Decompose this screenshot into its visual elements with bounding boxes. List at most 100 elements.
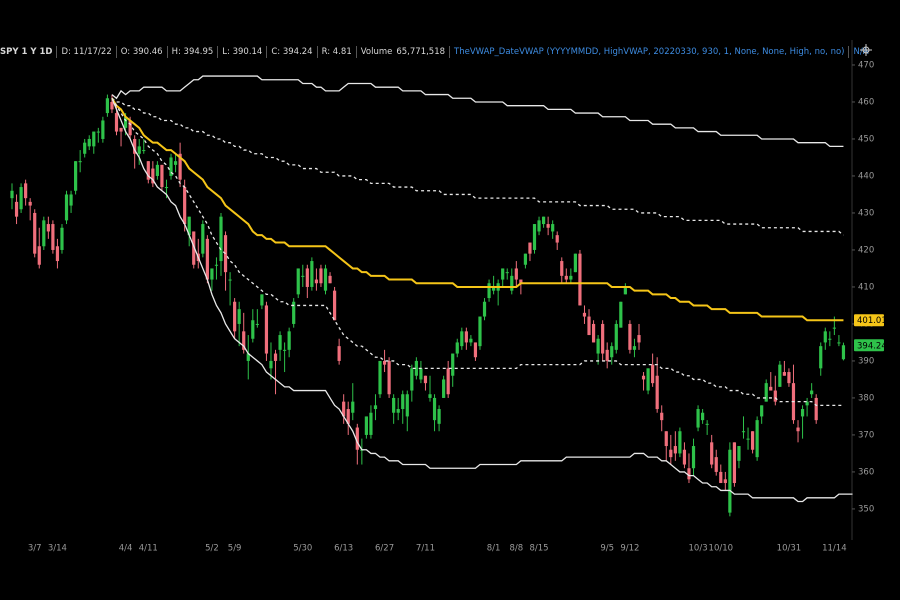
header-item: C: 394.24 — [266, 46, 316, 58]
candle-body — [382, 360, 387, 365]
candle-body — [10, 190, 14, 199]
candle-body — [37, 246, 41, 265]
settings-icon[interactable] — [860, 44, 872, 56]
candle-body — [714, 457, 718, 472]
x-tick-label: 8/8 — [509, 544, 523, 554]
candle-body — [555, 235, 559, 243]
candle-body — [42, 220, 46, 247]
candle-body — [828, 338, 832, 340]
x-tick-label: 10/31 — [777, 544, 802, 554]
candle-body — [96, 131, 100, 133]
candle-body — [24, 183, 28, 199]
candle-body — [251, 320, 255, 339]
candle-body — [841, 345, 846, 360]
header-item: L: 390.14 — [217, 46, 266, 58]
x-tick-label: 9/12 — [620, 544, 639, 554]
candle-body — [541, 216, 546, 225]
candle-body — [14, 201, 19, 217]
candle-body — [578, 253, 582, 306]
candle-body — [537, 220, 541, 232]
x-tick-label: 5/30 — [293, 544, 312, 554]
y-tick-label: 430 — [858, 208, 874, 218]
candle-body — [632, 346, 637, 350]
candle-body — [146, 161, 150, 180]
candle-body — [487, 283, 491, 299]
candle-body — [505, 272, 509, 274]
candle-body — [169, 157, 173, 176]
y-tick-label: 440 — [858, 171, 874, 181]
candle-body — [192, 231, 196, 265]
candle-body — [778, 364, 782, 387]
candle-body — [283, 349, 287, 351]
candle-body — [369, 412, 373, 435]
candle-body — [750, 431, 755, 450]
candle-body — [255, 323, 259, 325]
candle-body — [587, 316, 591, 336]
volume-value: 65,771,518 — [396, 47, 446, 57]
candle-body — [310, 261, 314, 287]
candle-body — [705, 423, 709, 425]
x-tick-label: 8/15 — [529, 544, 548, 554]
candle-body — [582, 312, 587, 317]
candle-body — [187, 216, 191, 236]
candle-body — [414, 360, 418, 376]
candle-body — [110, 101, 114, 110]
price-tag — [854, 339, 884, 352]
candle-body — [423, 375, 428, 384]
candle-body — [373, 405, 378, 410]
candle-body — [437, 409, 441, 424]
candle-body — [523, 253, 528, 265]
y-tick-label: 450 — [858, 134, 874, 144]
candle-body — [691, 446, 696, 469]
candle-body — [469, 338, 473, 343]
candle-body — [741, 431, 746, 433]
candle-body — [323, 268, 328, 291]
candle-body — [569, 275, 573, 280]
candle-body — [823, 331, 827, 343]
candle-body — [737, 446, 741, 461]
candle-body — [432, 397, 437, 421]
candle-body — [105, 98, 110, 114]
candle-body — [678, 431, 682, 454]
x-tick-label: 4/11 — [139, 544, 158, 554]
candle-body — [128, 120, 132, 136]
candle-body — [755, 420, 759, 458]
candle-body — [428, 394, 432, 398]
candle-body — [591, 323, 596, 343]
candle-body — [464, 331, 468, 343]
candle-body — [305, 268, 309, 287]
candle-body — [273, 353, 278, 361]
candle-body — [64, 194, 69, 221]
candle-body — [546, 224, 550, 228]
candle-body — [601, 323, 605, 354]
candle-body — [387, 360, 391, 395]
candle-body — [460, 331, 464, 347]
candle-body — [637, 335, 641, 343]
y-tick-label: 460 — [858, 97, 874, 107]
symbol: SPY 1 Y 1D — [0, 47, 53, 57]
candle-body — [314, 279, 319, 284]
candle-body — [687, 468, 691, 480]
x-tick-label: 11/14 — [822, 544, 847, 554]
candle-body — [796, 427, 800, 432]
candle-body — [151, 168, 155, 184]
candle-body — [482, 301, 487, 317]
candle-body — [746, 438, 750, 440]
candle-body — [532, 224, 537, 250]
candle-body — [87, 138, 91, 147]
x-tick-label: 8/1 — [487, 544, 501, 554]
candle-body — [405, 394, 409, 417]
candle-body — [551, 224, 555, 232]
candle-body — [137, 146, 141, 154]
y-tick-label: 410 — [858, 282, 874, 292]
candle-body — [123, 116, 128, 128]
candle-body — [814, 397, 818, 421]
y-tick-label: 380 — [858, 393, 874, 403]
header-item: O: 390.46 — [115, 46, 167, 58]
candle-body — [446, 368, 450, 395]
candle-body — [237, 309, 241, 324]
candle-body — [351, 401, 355, 413]
candle-body — [292, 301, 296, 324]
study-label[interactable]: TheVWAP_DateVWAP (YYYYMMDD, HighVWAP, 20… — [449, 46, 848, 58]
candle-body — [646, 368, 650, 391]
